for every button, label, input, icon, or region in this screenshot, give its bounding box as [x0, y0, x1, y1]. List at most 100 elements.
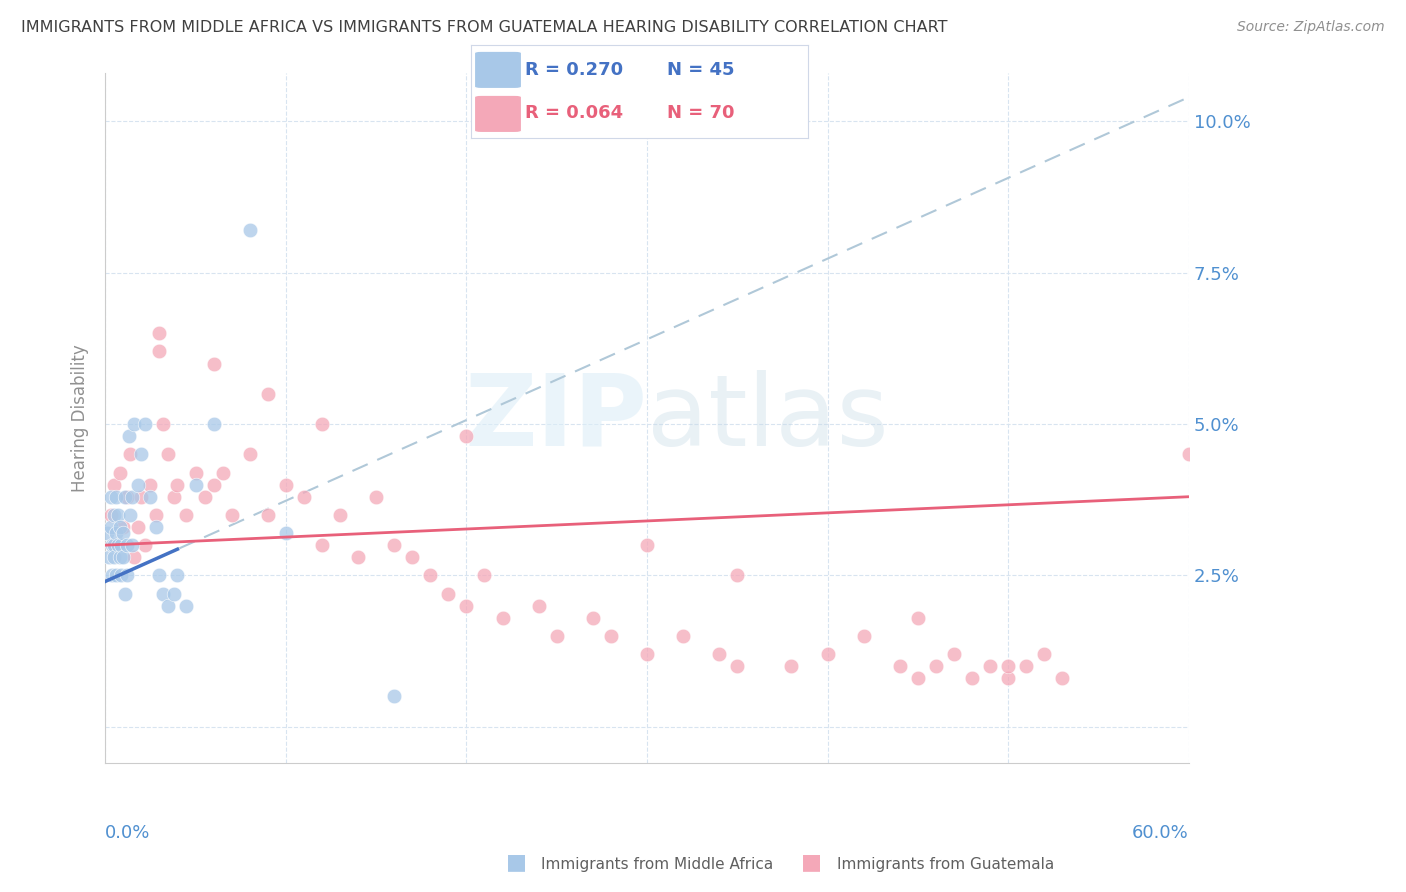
Point [107, 538, 129, 552]
Point [636, 647, 658, 661]
Text: atlas: atlas [647, 369, 889, 467]
Point [122, 550, 145, 565]
Text: N = 70: N = 70 [666, 104, 734, 122]
Point [176, 599, 198, 613]
Point [103, 508, 125, 522]
Point [943, 647, 966, 661]
Point [157, 599, 180, 613]
Point [780, 659, 803, 673]
Point [1178, 447, 1201, 461]
Point [527, 599, 550, 613]
Point [274, 477, 297, 491]
Point [256, 508, 278, 522]
Point [166, 568, 188, 582]
Point [112, 550, 135, 565]
Text: R = 0.270: R = 0.270 [524, 61, 623, 78]
Point [112, 526, 135, 541]
Point [166, 477, 188, 491]
Point [122, 417, 145, 431]
Point [997, 671, 1019, 685]
Point [152, 586, 174, 600]
Text: ■: ■ [506, 853, 527, 872]
FancyBboxPatch shape [474, 51, 522, 88]
Point [115, 490, 138, 504]
Point [97, 550, 120, 565]
Point [852, 629, 875, 643]
Point [110, 568, 132, 582]
Point [382, 690, 405, 704]
Point [121, 490, 143, 504]
Point [193, 490, 215, 504]
Point [127, 477, 149, 491]
Point [960, 671, 983, 685]
Text: ■: ■ [801, 853, 823, 872]
Point [131, 447, 153, 461]
Point [456, 599, 478, 613]
Point [101, 568, 124, 582]
Point [202, 477, 225, 491]
Point [100, 520, 122, 534]
Point [139, 490, 162, 504]
Point [1052, 671, 1074, 685]
Point [202, 357, 225, 371]
Point [997, 659, 1019, 673]
Point [115, 538, 138, 552]
Point [725, 659, 748, 673]
Point [491, 611, 513, 625]
FancyBboxPatch shape [474, 95, 522, 133]
Point [105, 538, 128, 552]
Point [105, 568, 128, 582]
Point [817, 647, 839, 661]
Point [725, 568, 748, 582]
Point [256, 386, 278, 401]
Point [121, 538, 143, 552]
Point [347, 550, 370, 565]
Point [366, 490, 388, 504]
Text: Immigrants from Middle Africa: Immigrants from Middle Africa [541, 857, 773, 872]
Point [239, 223, 262, 237]
Point [100, 508, 122, 522]
Point [907, 671, 929, 685]
Point [176, 508, 198, 522]
Text: 60.0%: 60.0% [1132, 823, 1189, 842]
Point [925, 659, 948, 673]
Point [889, 659, 911, 673]
Point [139, 477, 162, 491]
Point [292, 490, 315, 504]
Point [221, 508, 243, 522]
Text: 0.0%: 0.0% [105, 823, 150, 842]
Point [311, 417, 333, 431]
Point [131, 490, 153, 504]
Point [145, 508, 167, 522]
Y-axis label: Hearing Disability: Hearing Disability [72, 344, 89, 491]
Point [110, 538, 132, 552]
Point [274, 526, 297, 541]
Point [401, 550, 423, 565]
Text: IMMIGRANTS FROM MIDDLE AFRICA VS IMMIGRANTS FROM GUATEMALA HEARING DISABILITY CO: IMMIGRANTS FROM MIDDLE AFRICA VS IMMIGRA… [21, 20, 948, 35]
Text: R = 0.064: R = 0.064 [524, 104, 623, 122]
Point [211, 466, 233, 480]
Point [100, 490, 122, 504]
Point [107, 508, 129, 522]
Point [1015, 659, 1038, 673]
Point [599, 629, 621, 643]
Point [709, 647, 731, 661]
Point [120, 508, 142, 522]
Point [184, 466, 207, 480]
Point [152, 417, 174, 431]
Point [112, 520, 135, 534]
Point [114, 490, 136, 504]
Point [157, 447, 180, 461]
Point [103, 538, 125, 552]
Point [103, 550, 125, 565]
Point [672, 629, 695, 643]
Point [115, 568, 138, 582]
Point [546, 629, 568, 643]
Text: ZIP: ZIP [464, 369, 647, 467]
Point [636, 538, 658, 552]
Point [163, 490, 186, 504]
Point [105, 490, 128, 504]
Point [134, 538, 156, 552]
Point [382, 538, 405, 552]
Point [108, 550, 131, 565]
